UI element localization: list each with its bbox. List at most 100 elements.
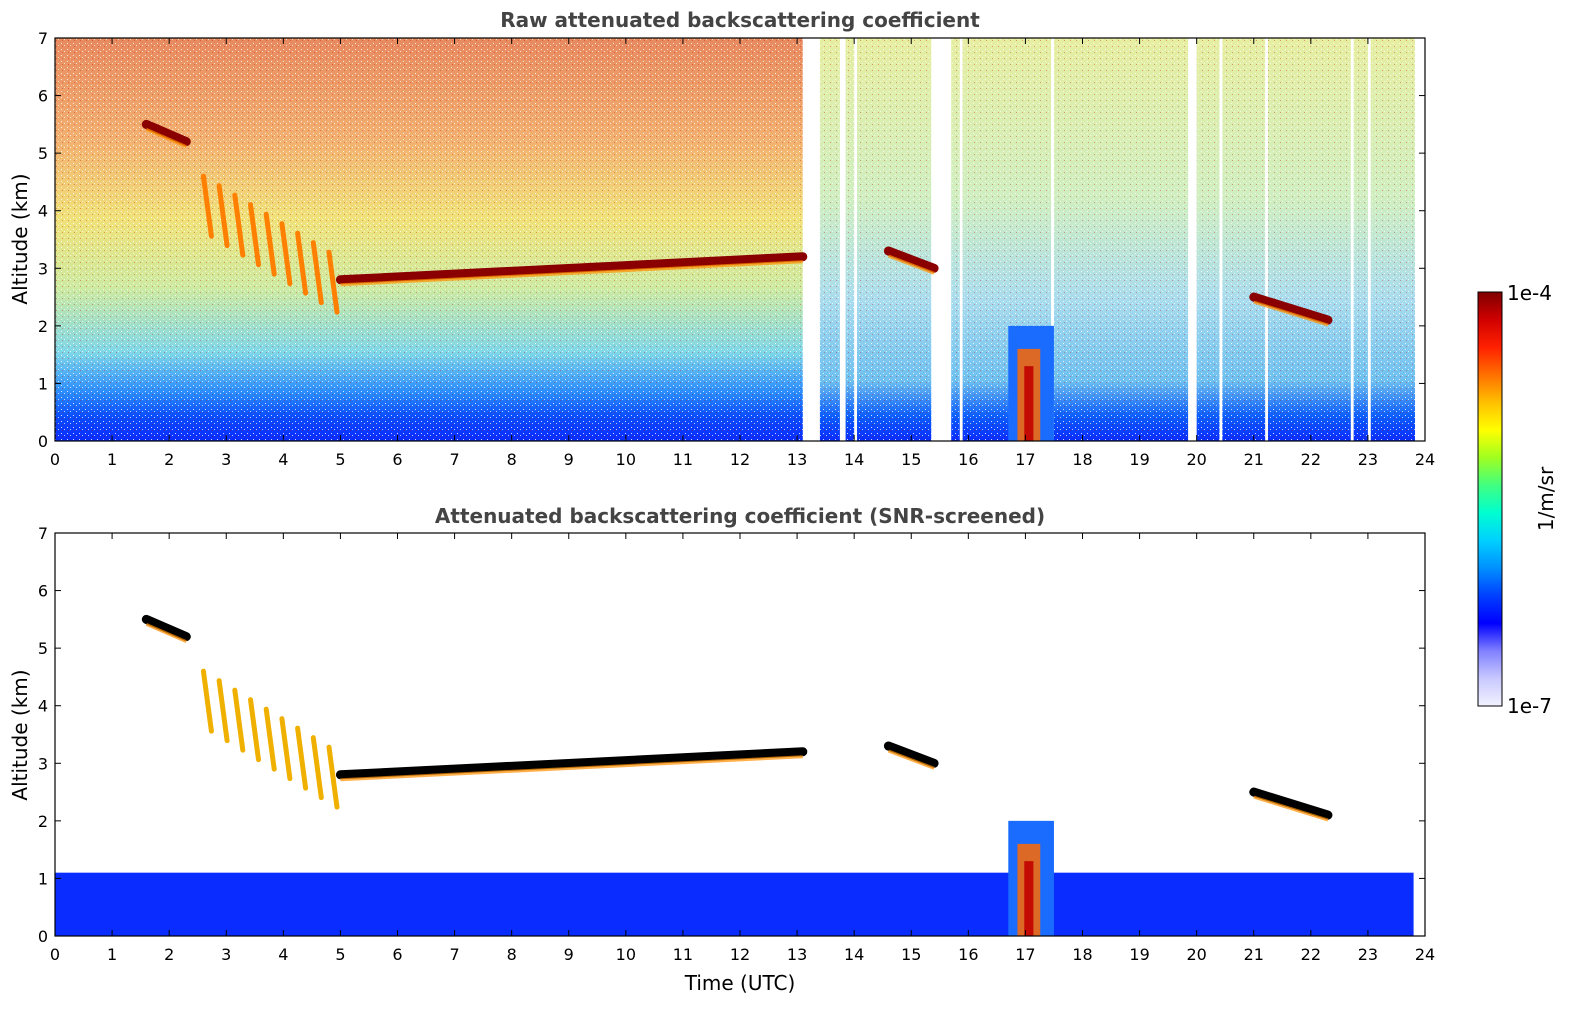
- cloud-layer: [883, 741, 939, 768]
- cloud-layer-edge: [145, 127, 187, 149]
- data-gap: [854, 38, 858, 441]
- raw-x-axis: 0 1 2 3 4 5 6 7 8 9 10 11 12 13 14 15 16 17 18 19 20 21 22 23 24: [50, 38, 1435, 469]
- data-gap: [802, 38, 820, 441]
- x-tick-label: 14: [844, 945, 864, 964]
- x-tick-label: 13: [787, 450, 807, 469]
- x-tick-label: 4: [278, 945, 288, 964]
- x-tick-label: 16: [958, 450, 978, 469]
- y-tick-label: 7: [38, 524, 48, 543]
- x-tick-label: 17: [1015, 450, 1035, 469]
- data-gap: [1051, 38, 1054, 441]
- raw-cloud-features: [141, 119, 1333, 441]
- x-tick-label: 20: [1186, 450, 1206, 469]
- x-tick-label: 7: [449, 945, 459, 964]
- precip-streak: [310, 735, 324, 801]
- x-tick-label: 9: [564, 450, 574, 469]
- precip-streak: [295, 725, 309, 791]
- precip-streak: [263, 706, 277, 772]
- snr-cloud-features: [55, 614, 1414, 936]
- cloud-layer-edge: [145, 622, 187, 644]
- snr-heatmap: [55, 614, 1414, 936]
- x-tick-label: 10: [616, 945, 636, 964]
- y-tick-label: 4: [38, 697, 48, 716]
- cloud-layer: [1249, 292, 1333, 325]
- y-tick-label: 1: [38, 374, 48, 393]
- precip-streak: [200, 668, 214, 734]
- data-gap: [1265, 38, 1269, 441]
- x-tick-label: 0: [50, 450, 60, 469]
- precip-streak: [310, 240, 324, 306]
- x-tick-label: 16: [958, 945, 978, 964]
- boundary-layer: [55, 872, 1414, 936]
- data-gap: [931, 38, 952, 441]
- x-tick-label: 2: [164, 945, 174, 964]
- x-tick-label: 19: [1129, 945, 1149, 964]
- x-tick-label: 14: [844, 450, 864, 469]
- x-tick-label: 6: [392, 945, 402, 964]
- precip-streak: [279, 221, 293, 287]
- cloud-layer: [141, 614, 191, 642]
- y-tick-label: 7: [38, 29, 48, 48]
- precip-streak: [232, 687, 246, 753]
- convective-core-peak: [1024, 861, 1034, 936]
- y-tick-label: 3: [38, 754, 48, 773]
- cloud-layer-edge: [1253, 795, 1329, 822]
- snr-y-axis-label: Altitude (km): [8, 669, 32, 800]
- x-tick-label: 11: [673, 945, 693, 964]
- x-tick-label: 23: [1358, 450, 1378, 469]
- y-tick-label: 0: [38, 927, 48, 946]
- x-tick-label: 9: [564, 945, 574, 964]
- data-gap: [839, 38, 846, 441]
- x-tick-label: 24: [1415, 450, 1435, 469]
- precip-streak: [216, 183, 230, 249]
- x-tick-label: 22: [1301, 450, 1321, 469]
- raw-y-axis-label: Altitude (km): [8, 173, 32, 304]
- precip-streak: [248, 697, 262, 763]
- cloud-layer: [335, 747, 808, 780]
- y-tick-label: 3: [38, 259, 48, 278]
- x-tick-label: 21: [1244, 945, 1264, 964]
- x-tick-label: 3: [221, 450, 231, 469]
- x-tick-label: 4: [278, 450, 288, 469]
- cloud-layer: [141, 119, 191, 147]
- cloud-layer-edge: [340, 260, 803, 287]
- x-tick-label: 18: [1072, 945, 1092, 964]
- x-tick-label: 21: [1244, 450, 1264, 469]
- raw-heatmap: [55, 38, 1415, 441]
- cloud-layer-edge: [1253, 300, 1329, 327]
- precip-streak: [279, 716, 293, 782]
- cloud-layer-edge: [887, 749, 935, 770]
- x-tick-label: 20: [1186, 945, 1206, 964]
- precip-streak: [295, 230, 309, 296]
- precip-streak: [263, 211, 277, 277]
- x-tick-label: 11: [673, 450, 693, 469]
- y-tick-label: 5: [38, 639, 48, 658]
- data-gap: [1350, 38, 1354, 441]
- snr-x-axis: 0 1 2 3 4 5 6 7 8 9 10 11 12 13 14 15 16 17 18 19 20 21 22 23 24: [50, 533, 1435, 964]
- raw-panel-title: Raw attenuated backscattering coefficien…: [500, 8, 980, 32]
- precip-streak: [200, 173, 214, 239]
- x-tick-label: 3: [221, 945, 231, 964]
- y-tick-label: 4: [38, 202, 48, 221]
- data-gap: [1188, 38, 1197, 441]
- colorbar-max-label: 1e-4: [1507, 281, 1552, 305]
- y-tick-label: 0: [38, 432, 48, 451]
- x-tick-label: 5: [335, 945, 345, 964]
- x-tick-label: 0: [50, 945, 60, 964]
- x-tick-label: 18: [1072, 450, 1092, 469]
- x-tick-label: 2: [164, 450, 174, 469]
- precip-streak: [248, 202, 262, 268]
- x-tick-label: 6: [392, 450, 402, 469]
- y-tick-label: 6: [38, 582, 48, 601]
- raw-backscatter-panel: Raw attenuated backscattering coefficien…: [8, 8, 1435, 469]
- y-tick-label: 6: [38, 87, 48, 106]
- y-tick-label: 5: [38, 144, 48, 163]
- x-tick-label: 24: [1415, 945, 1435, 964]
- raw-y-axis: 0 1 2 3 4 5 6 7: [38, 29, 1425, 451]
- snr-screened-panel: Attenuated backscattering coefficient (S…: [8, 504, 1435, 995]
- x-tick-label: 5: [335, 450, 345, 469]
- data-gap: [1367, 38, 1371, 441]
- x-tick-label: 1: [107, 945, 117, 964]
- x-tick-label: 22: [1301, 945, 1321, 964]
